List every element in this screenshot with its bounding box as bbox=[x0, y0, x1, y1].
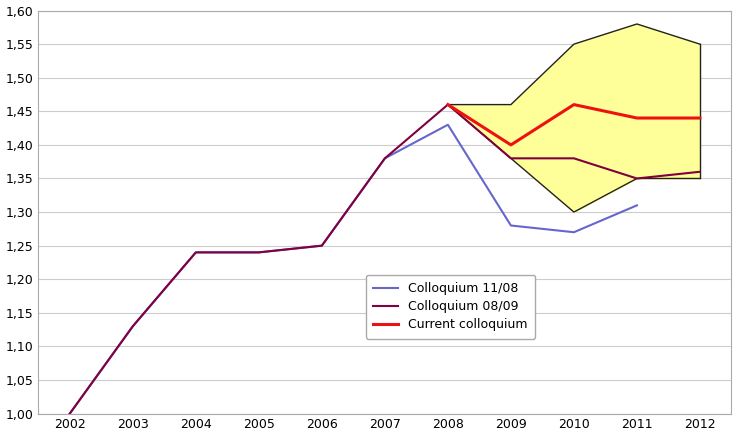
Legend: Colloquium 11/08, Colloquium 08/09, Current colloquium: Colloquium 11/08, Colloquium 08/09, Curr… bbox=[366, 275, 536, 339]
